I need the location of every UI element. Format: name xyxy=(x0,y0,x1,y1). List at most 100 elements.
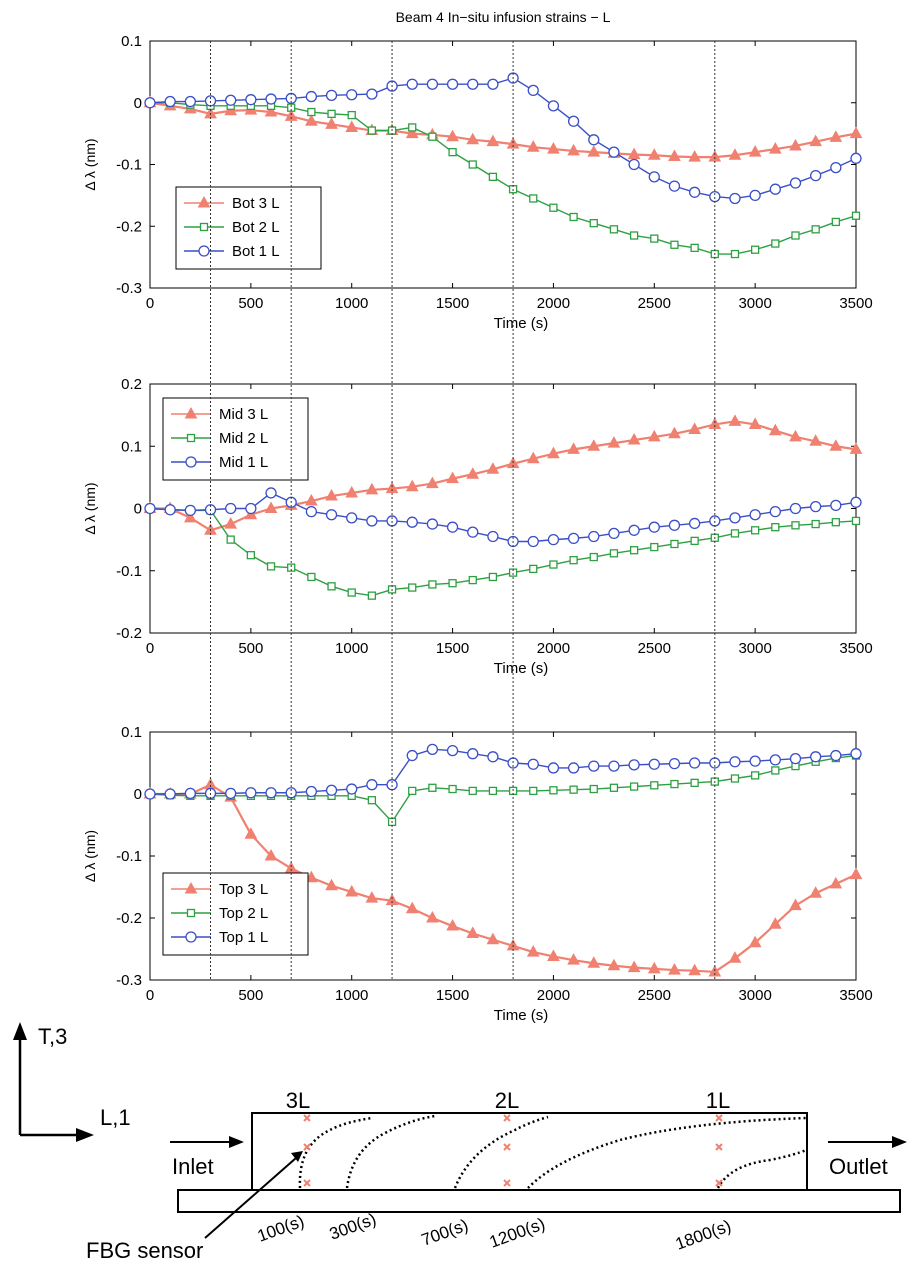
legend-marker xyxy=(198,245,210,257)
data-point xyxy=(609,549,619,558)
sensor-2l-mid xyxy=(503,1143,511,1151)
data-point xyxy=(668,180,681,192)
data-point xyxy=(346,512,358,524)
x-tick-label: 1500 xyxy=(436,987,469,1004)
legend-marker xyxy=(184,406,198,419)
y-tick-label: 0 xyxy=(134,786,142,803)
data-point xyxy=(488,786,498,796)
data-point xyxy=(688,963,701,976)
axis-vertical-arrowhead xyxy=(13,1022,27,1040)
axis-horizontal-arrowhead xyxy=(76,1128,94,1142)
data-point xyxy=(688,150,701,162)
y-tick-label: 0.1 xyxy=(121,33,142,50)
legend-marker xyxy=(184,881,198,894)
legend-marker xyxy=(185,931,197,943)
data-point xyxy=(750,245,760,254)
coordinate-axes: T,3 L,1 xyxy=(13,1022,131,1142)
x-tick-label: 2500 xyxy=(638,295,671,312)
data-point xyxy=(527,535,539,548)
data-point xyxy=(849,126,863,139)
data-point xyxy=(830,499,842,512)
data-point xyxy=(405,126,419,139)
data-point xyxy=(569,785,578,794)
data-point xyxy=(547,100,560,112)
data-point xyxy=(830,161,842,174)
data-point xyxy=(789,753,802,765)
data-point xyxy=(468,160,477,169)
data-point xyxy=(225,502,237,515)
x-tick-label: 1500 xyxy=(436,640,469,657)
data-point xyxy=(428,580,437,589)
data-point xyxy=(668,519,681,531)
data-point xyxy=(365,482,379,495)
data-point xyxy=(547,949,560,961)
data-point xyxy=(708,417,722,429)
data-point xyxy=(589,784,598,794)
flow-front-1800s xyxy=(716,1148,807,1189)
x-tick-label: 3500 xyxy=(839,295,872,312)
sensor-2l-bot xyxy=(503,1179,511,1187)
data-point xyxy=(647,961,661,974)
data-point xyxy=(406,749,418,762)
data-point xyxy=(426,910,439,923)
y-tick-label: -0.3 xyxy=(116,972,142,989)
fbg-sensor-markers xyxy=(303,1114,723,1187)
data-point xyxy=(488,172,498,182)
data-point xyxy=(245,787,257,799)
data-point xyxy=(789,429,802,442)
data-point xyxy=(850,496,862,508)
data-point xyxy=(588,760,600,772)
data-point xyxy=(648,521,660,533)
y-tick-label: 0.2 xyxy=(121,376,142,393)
data-point xyxy=(487,78,499,90)
data-point xyxy=(730,249,740,259)
data-point xyxy=(467,526,479,538)
series-top-1-l xyxy=(144,743,862,800)
data-point xyxy=(529,194,538,203)
data-point xyxy=(486,462,500,474)
data-point xyxy=(466,467,480,479)
data-point xyxy=(325,117,338,129)
data-point xyxy=(347,110,356,120)
x-tick-label: 500 xyxy=(238,987,263,1004)
data-point xyxy=(487,530,499,543)
data-point xyxy=(588,134,600,146)
y-tick-label: 0.1 xyxy=(121,438,142,455)
data-point xyxy=(647,429,661,442)
data-point xyxy=(811,225,820,234)
series-mid-1-l xyxy=(144,487,862,548)
data-point xyxy=(608,527,620,540)
data-point xyxy=(688,517,701,530)
axis-vertical-label: T,3 xyxy=(38,1024,67,1049)
data-point xyxy=(829,439,843,451)
legend-label: Mid 1 L xyxy=(219,454,268,471)
x-tick-label: 2500 xyxy=(638,640,671,657)
data-point xyxy=(408,786,417,796)
data-point xyxy=(366,779,378,791)
data-point xyxy=(789,138,802,151)
data-point xyxy=(526,140,540,152)
data-point xyxy=(748,417,762,429)
data-point xyxy=(266,562,276,571)
outlet-arrowhead xyxy=(892,1136,907,1148)
data-point xyxy=(327,582,336,591)
data-point xyxy=(184,787,196,800)
data-point xyxy=(225,787,237,800)
data-point xyxy=(728,414,742,426)
column-label-2l: 2L xyxy=(495,1088,519,1113)
series-line xyxy=(150,783,857,974)
legend-label: Top 1 L xyxy=(219,929,268,946)
legend-marker xyxy=(197,195,211,208)
data-point xyxy=(365,891,379,903)
data-point xyxy=(246,551,256,560)
data-point xyxy=(547,762,560,774)
x-tick-label: 0 xyxy=(146,987,154,1004)
y-axis-label: Δ λ (nm) xyxy=(82,482,98,534)
data-point xyxy=(789,898,802,911)
data-point xyxy=(789,177,802,189)
data-point xyxy=(184,95,196,108)
data-point xyxy=(345,485,359,498)
data-point xyxy=(183,510,197,523)
x-tick-label: 1500 xyxy=(436,295,469,312)
sensor-2l-top xyxy=(503,1114,511,1122)
